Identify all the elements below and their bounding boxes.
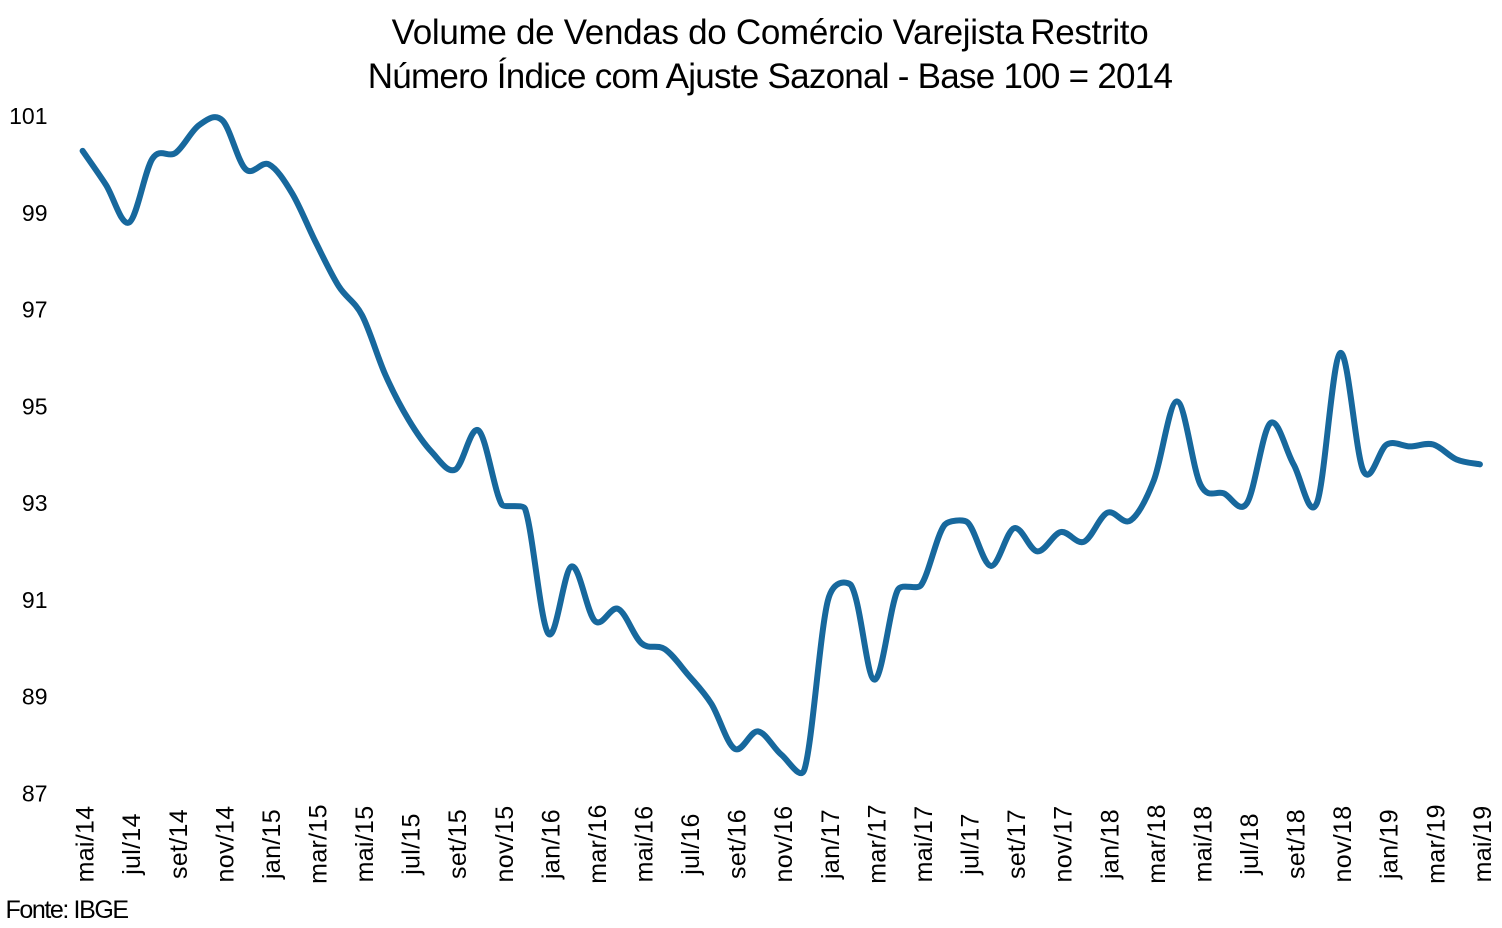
svg-text:set/18: set/18 xyxy=(1283,809,1311,879)
svg-text:mai/19: mai/19 xyxy=(1469,806,1497,883)
svg-text:mar/17: mar/17 xyxy=(863,804,891,884)
svg-text:set/16: set/16 xyxy=(724,809,752,879)
svg-text:Número Índice com Ajuste Sazon: Número Índice com Ajuste Sazonal - Base … xyxy=(368,57,1173,96)
svg-text:mai/15: mai/15 xyxy=(351,806,379,883)
svg-text:mar/15: mar/15 xyxy=(305,804,333,884)
svg-text:nov/17: nov/17 xyxy=(1050,806,1078,883)
svg-text:nov/16: nov/16 xyxy=(770,806,798,883)
svg-text:jul/16: jul/16 xyxy=(677,813,705,876)
svg-text:mai/17: mai/17 xyxy=(910,806,938,883)
svg-text:95: 95 xyxy=(22,394,48,420)
svg-text:91: 91 xyxy=(22,587,48,613)
svg-text:jul/15: jul/15 xyxy=(398,813,426,876)
svg-text:89: 89 xyxy=(22,684,48,710)
svg-text:97: 97 xyxy=(22,297,48,323)
svg-text:Fonte: IBGE: Fonte: IBGE xyxy=(6,896,129,924)
svg-text:nov/14: nov/14 xyxy=(211,806,239,883)
svg-text:jan/15: jan/15 xyxy=(258,809,286,880)
svg-text:93: 93 xyxy=(22,490,48,516)
svg-text:jan/18: jan/18 xyxy=(1096,809,1124,880)
svg-text:mai/18: mai/18 xyxy=(1189,806,1217,883)
svg-text:Volume de Vendas do Comércio V: Volume de Vendas do Comércio Varejista R… xyxy=(392,13,1149,52)
svg-text:nov/15: nov/15 xyxy=(491,806,519,883)
svg-text:set/17: set/17 xyxy=(1003,809,1031,879)
svg-text:jul/18: jul/18 xyxy=(1236,813,1264,876)
svg-text:jul/17: jul/17 xyxy=(957,813,985,876)
svg-text:jan/19: jan/19 xyxy=(1376,809,1404,880)
svg-text:set/14: set/14 xyxy=(165,809,193,879)
svg-text:mai/14: mai/14 xyxy=(72,806,100,883)
svg-text:87: 87 xyxy=(22,781,48,807)
svg-text:mai/16: mai/16 xyxy=(631,806,659,883)
svg-text:99: 99 xyxy=(22,200,48,226)
svg-text:jan/17: jan/17 xyxy=(817,809,845,880)
svg-text:mar/19: mar/19 xyxy=(1422,804,1450,884)
svg-text:jan/16: jan/16 xyxy=(537,809,565,880)
svg-text:101: 101 xyxy=(9,103,47,129)
svg-text:set/15: set/15 xyxy=(444,809,472,879)
svg-text:mar/16: mar/16 xyxy=(584,804,612,884)
svg-text:jul/14: jul/14 xyxy=(118,813,146,876)
svg-text:mar/18: mar/18 xyxy=(1143,804,1171,884)
svg-text:nov/18: nov/18 xyxy=(1329,806,1357,883)
